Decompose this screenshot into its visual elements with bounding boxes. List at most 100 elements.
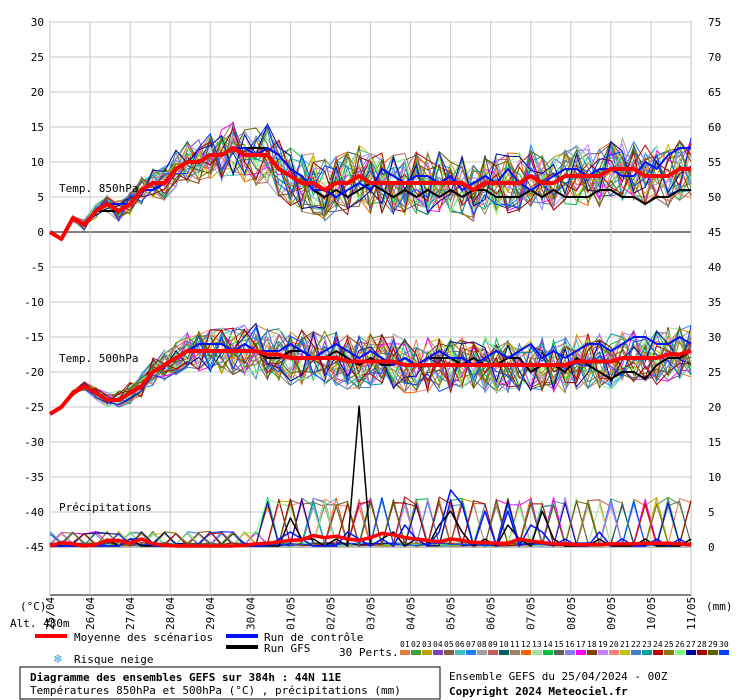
- left-tick-label: -40: [24, 506, 44, 519]
- member-line-t500: [49, 327, 692, 415]
- right-tick-label: 35: [708, 296, 721, 309]
- member-swatch: [642, 650, 652, 655]
- member-swatch: [554, 650, 564, 655]
- member-swatch: [620, 650, 630, 655]
- mean-line-precip: [49, 531, 692, 548]
- member-swatch: [631, 650, 641, 655]
- x-tick-label: 25/04: [44, 597, 57, 630]
- member-code: 02: [411, 640, 421, 649]
- footer-run: Ensemble GEFS du 25/04/2024 - 00Z: [449, 670, 668, 683]
- member-swatch: [543, 650, 553, 655]
- left-tick-label: 0: [37, 226, 44, 239]
- x-tick-label: 30/04: [244, 597, 257, 630]
- member-code: 21: [620, 640, 630, 649]
- left-tick-label: 30: [31, 16, 44, 29]
- right-tick-label: 30: [708, 331, 721, 344]
- x-tick-label: 06/05: [485, 597, 498, 630]
- right-tick-label: 60: [708, 121, 721, 134]
- footer-subtitle: Températures 850hPa et 500hPa (°C) , pré…: [30, 684, 401, 697]
- mean-line-t850: [48, 146, 691, 241]
- x-tick-label: 01/05: [284, 597, 297, 630]
- member-code: 14: [543, 640, 553, 649]
- member-code: 27: [686, 640, 696, 649]
- member-code: 11: [510, 640, 520, 649]
- member-code: 28: [697, 640, 707, 649]
- left-tick-label: -25: [24, 401, 44, 414]
- member-line-t500: [49, 325, 692, 415]
- altitude-label: Alt. 480m: [10, 617, 70, 630]
- member-code: 04: [433, 640, 443, 649]
- member-codes: 01 02 03 04 05 06 07 08 09 10 11 12 13 14 15 16 17 18 19 20…: [400, 640, 729, 655]
- member-swatch: [675, 650, 685, 655]
- member-line-t500: [49, 329, 692, 415]
- x-tick-label: 27/04: [124, 597, 137, 630]
- x-tick-label: 02/05: [324, 597, 337, 630]
- footer-title: Diagramme des ensembles GEFS sur 384h : …: [30, 671, 341, 684]
- member-code: 10: [499, 640, 509, 649]
- legend-snow: Risque neige: [74, 653, 153, 666]
- legend: Moyenne des scénarios Run de contrôle Ru…: [35, 631, 729, 666]
- member-code: 03: [422, 640, 432, 649]
- left-unit: (°C): [20, 600, 47, 613]
- member-swatch: [609, 650, 619, 655]
- right-tick-label: 20: [708, 401, 721, 414]
- legend-gfs: Run GFS: [264, 642, 310, 655]
- legend-gfs-swatch: [226, 645, 258, 649]
- member-swatch: [477, 650, 487, 655]
- right-tick-label: 50: [708, 191, 721, 204]
- mean-line-t500: [48, 349, 692, 416]
- member-line-t850: [49, 135, 692, 241]
- member-code: 29: [708, 640, 718, 649]
- x-tick-label: 03/05: [364, 597, 377, 630]
- member-swatch: [510, 650, 520, 655]
- member-swatch: [499, 650, 509, 655]
- member-code: 24: [653, 640, 663, 649]
- snowflake-icon: ❄: [53, 652, 63, 666]
- member-swatch: [576, 650, 586, 655]
- member-code: 08: [477, 640, 487, 649]
- member-swatch: [455, 650, 465, 655]
- x-tick-label: 11/05: [685, 597, 698, 630]
- legend-perts: 30 Perts.: [339, 646, 399, 659]
- right-tick-label: 25: [708, 366, 721, 379]
- right-tick-label: 65: [708, 86, 721, 99]
- member-line-t850: [49, 131, 692, 240]
- x-tick-label: 05/05: [445, 597, 458, 630]
- left-tick-label: 15: [31, 121, 44, 134]
- x-tick-label: 29/04: [204, 597, 217, 630]
- right-tick-label: 0: [708, 541, 715, 554]
- member-line-t850: [49, 134, 692, 239]
- member-code: 07: [466, 640, 476, 649]
- member-swatch: [598, 650, 608, 655]
- member-code: 16: [565, 640, 575, 649]
- x-tick-label: 04/05: [405, 597, 418, 630]
- member-code: 06: [455, 640, 465, 649]
- right-tick-label: 45: [708, 226, 721, 239]
- member-swatch: [686, 650, 696, 655]
- right-tick-label: 40: [708, 261, 721, 274]
- member-code: 30: [719, 640, 729, 649]
- member-code: 23: [642, 640, 652, 649]
- left-tick-label: -15: [24, 331, 44, 344]
- member-line-t850: [49, 134, 692, 242]
- right-tick-label: 75: [708, 16, 721, 29]
- x-tick-label: 09/05: [605, 597, 618, 630]
- legend-control: Run de contrôle: [264, 631, 363, 644]
- member-line-t500: [49, 325, 692, 415]
- left-tick-label: -30: [24, 436, 44, 449]
- member-swatch: [653, 650, 663, 655]
- member-code: 22: [631, 640, 641, 649]
- member-line-t500: [49, 329, 692, 415]
- member-code: 26: [675, 640, 685, 649]
- left-tick-label: -10: [24, 296, 44, 309]
- left-tick-label: -20: [24, 366, 44, 379]
- footer-copyright: Copyright 2024 Meteociel.fr: [449, 685, 628, 698]
- control-line-t850: [49, 147, 691, 240]
- right-tick-label: 55: [708, 156, 721, 169]
- member-code: 15: [554, 640, 564, 649]
- x-tick-label: 26/04: [84, 597, 97, 630]
- member-swatch: [719, 650, 729, 655]
- member-swatch: [565, 650, 575, 655]
- member-swatch: [422, 650, 432, 655]
- x-tick-label: 08/05: [565, 597, 578, 630]
